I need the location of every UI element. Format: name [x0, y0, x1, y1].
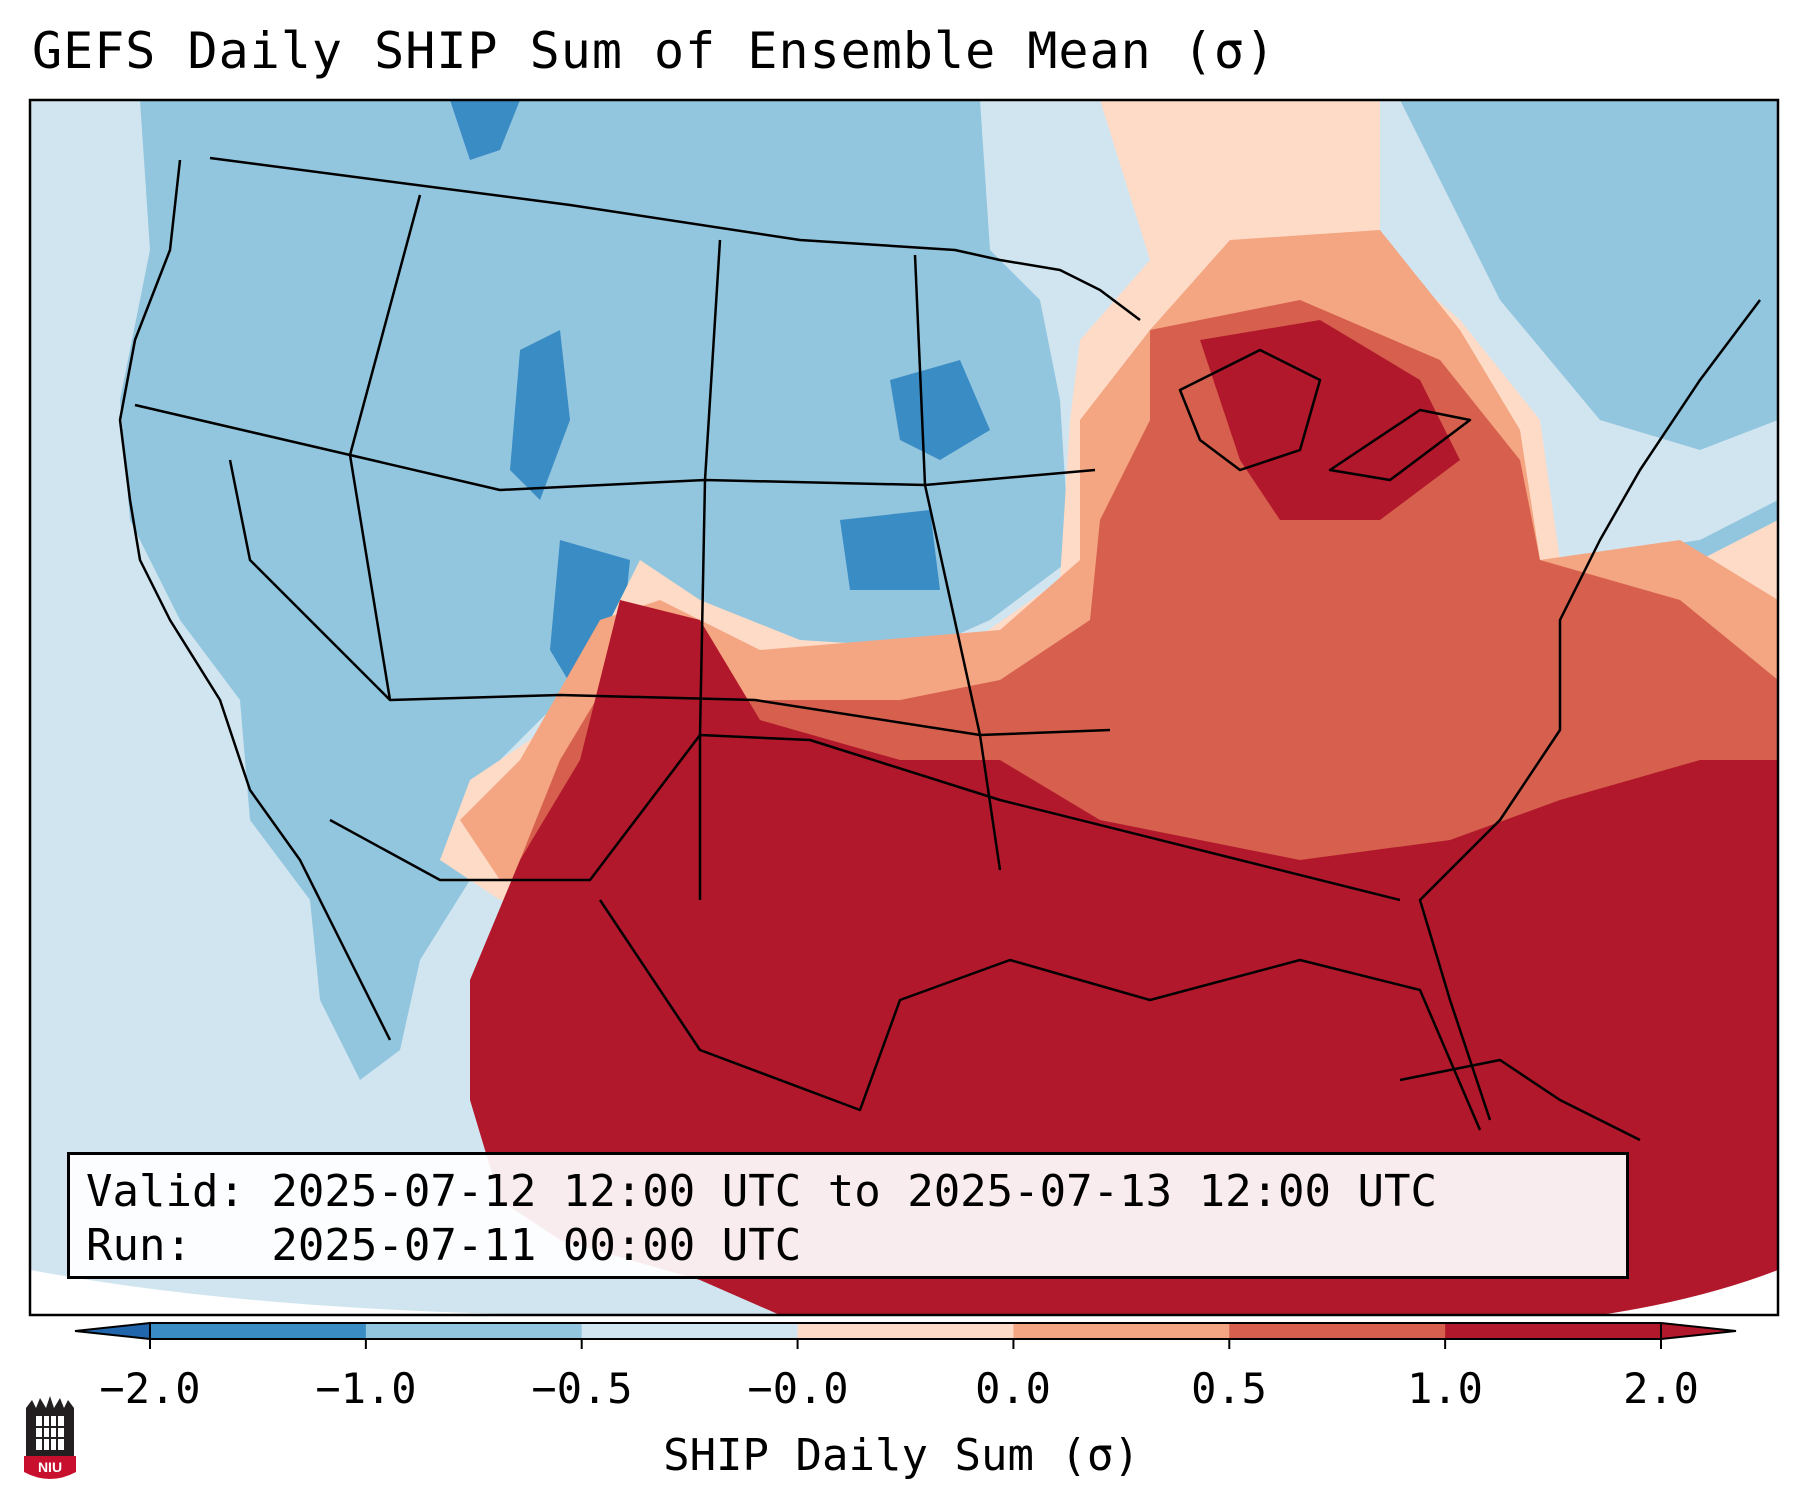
- colorbar-tick-label: −1.0: [315, 1364, 417, 1413]
- run-time-text: Run: 2025-07-11 00:00 UTC: [86, 1220, 802, 1271]
- east-coast: [1418, 299, 1761, 1121]
- colorbar-segment: [365, 1323, 583, 1339]
- colorbar-segment: [581, 1323, 799, 1339]
- colorbar-tick-label: 0.5: [1191, 1364, 1267, 1413]
- map-title: GEFS Daily SHIP Sum of Ensemble Mean (σ): [32, 22, 1277, 80]
- map-frame: [28, 98, 1780, 1317]
- meridian-line-a: [698, 239, 722, 900]
- gulf-coast: [598, 899, 1482, 1131]
- colorbar-tick-label: 2.0: [1623, 1364, 1699, 1413]
- field-region-darkblue: [890, 360, 990, 460]
- field-region-darkblue: [840, 510, 940, 590]
- colorbar-extend-high: [1660, 1321, 1737, 1341]
- field-region-outside: [30, 1270, 700, 1315]
- colorbar-tick-label: −2.0: [99, 1364, 201, 1413]
- west-coast: [118, 159, 392, 1041]
- northern-tier-states: [134, 403, 1096, 492]
- cuba-outline: [1399, 1058, 1641, 1142]
- field-region-outside: [1600, 1270, 1778, 1315]
- southern-states: [329, 733, 1401, 902]
- valid-run-info-box: Valid: 2025-07-12 12:00 UTC to 2025-07-1…: [67, 1152, 1629, 1279]
- colorbar-extend-low: [74, 1321, 151, 1341]
- field-region-darkred: [470, 600, 1778, 1315]
- colorbar-outline: [149, 1322, 1662, 1340]
- colorbar-label: SHIP Daily Sum (σ): [663, 1430, 1140, 1481]
- colorbar-tick-label: −0.5: [531, 1364, 633, 1413]
- field-region-darkblue: [510, 330, 570, 500]
- meridian-line-c: [348, 194, 422, 701]
- colorbar: [74, 1321, 1737, 1349]
- niu-logo: NIU: [24, 1396, 76, 1479]
- colorbar-tick-label: 0.0: [975, 1364, 1051, 1413]
- great-lakes: [1328, 408, 1472, 482]
- meridian-line-b: [913, 254, 1002, 871]
- field-region-blue: [1400, 100, 1778, 450]
- field-region-darkred: [1200, 320, 1460, 520]
- field-region-darkblue: [450, 100, 520, 160]
- great-lakes: [1178, 348, 1322, 472]
- colorbar-segment: [1229, 1323, 1446, 1339]
- colorbar-segment: [1013, 1323, 1230, 1339]
- colorbar-segment: [797, 1323, 1014, 1339]
- valid-time-text: Valid: 2025-07-12 12:00 UTC to 2025-07-1…: [86, 1166, 1438, 1217]
- colorbar-tick-label: 1.0: [1407, 1364, 1483, 1413]
- logo-text: NIU: [38, 1459, 62, 1475]
- colorbar-segment: [1445, 1323, 1662, 1339]
- colorbar-tick-label: −0.0: [747, 1364, 849, 1413]
- us-canada-border: [209, 156, 1141, 321]
- colorbar-segment: [150, 1323, 367, 1339]
- map-field: [30, 100, 1778, 1315]
- boundary-lines: [118, 156, 1761, 1142]
